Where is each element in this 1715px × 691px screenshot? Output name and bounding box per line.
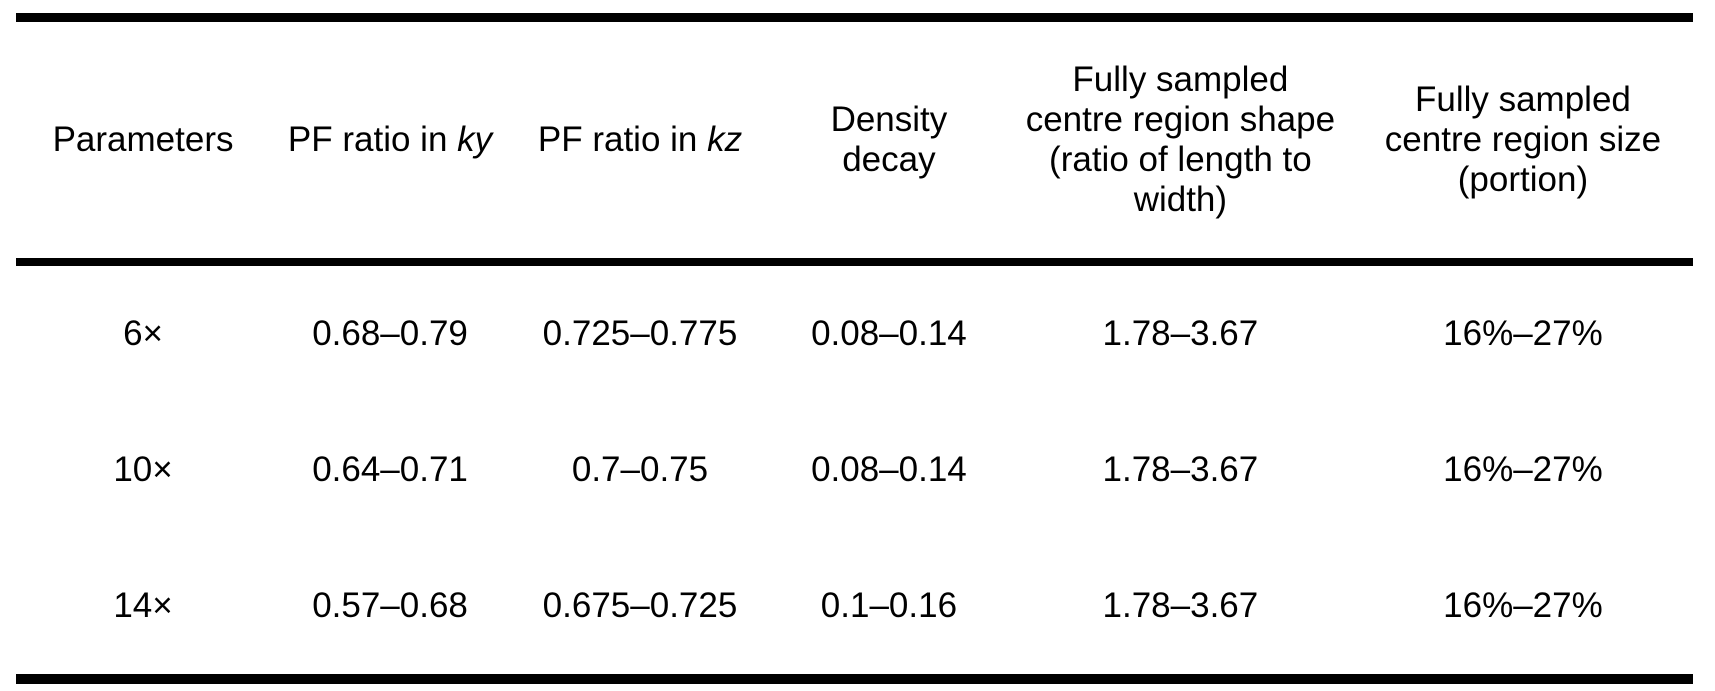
column-header-centre-region-size: Fully sampled centre region size (portio…	[1352, 17, 1693, 266]
table-cell: 0.64–0.71	[312, 450, 468, 489]
table-cell-parameter: 6×	[123, 314, 163, 353]
column-header-pf-ratio-ky: PF ratio in ky	[270, 17, 511, 266]
table-row: 10× 0.64–0.71 0.7–0.75 0.08–0.14 1.78–3.…	[16, 402, 1693, 538]
column-header-centre-region-shape: Fully sampled centre region shape (ratio…	[1007, 17, 1353, 266]
pf-ratio-ky-text: PF ratio in	[287, 120, 458, 159]
table-cell: 0.675–0.725	[542, 586, 738, 625]
parameters-table: Parameters PF ratio in ky PF ratio in kz…	[16, 13, 1693, 684]
table-cell: 1.78–3.67	[1102, 314, 1259, 353]
table-cell: 16%–27%	[1443, 586, 1603, 625]
table-cell-parameter: 10×	[113, 450, 173, 489]
table-cell: 0.08–0.14	[811, 450, 967, 489]
column-header-pf-ratio-kz: PF ratio in kz	[510, 17, 770, 266]
ky-symbol: ky	[457, 120, 493, 159]
header-row: Parameters PF ratio in ky PF ratio in kz…	[16, 17, 1693, 266]
table-cell: 16%–27%	[1443, 450, 1603, 489]
table-cell: 1.78–3.67	[1102, 450, 1259, 489]
table-cell: 0.725–0.775	[542, 314, 738, 353]
table-cell: 0.08–0.14	[811, 314, 967, 353]
table-cell: 0.1–0.16	[820, 586, 958, 625]
table-cell-parameter: 14×	[113, 586, 173, 625]
table-cell: 0.68–0.79	[312, 314, 468, 353]
paper-table-figure: Parameters PF ratio in ky PF ratio in kz…	[16, 13, 1693, 684]
table-cell: 1.78–3.67	[1102, 586, 1259, 625]
table-cell: 0.57–0.68	[312, 586, 468, 625]
column-header-parameters: Parameters	[16, 17, 271, 266]
column-header-density-decay: Density decay	[769, 17, 1008, 266]
kz-symbol: kz	[707, 120, 743, 159]
table-cell: 0.7–0.75	[571, 450, 709, 489]
pf-ratio-kz-text: PF ratio in	[537, 120, 708, 159]
table-cell: 16%–27%	[1443, 314, 1603, 353]
table-row: 14× 0.57–0.68 0.675–0.725 0.1–0.16 1.78–…	[16, 538, 1693, 679]
table-row: 6× 0.68–0.79 0.725–0.775 0.08–0.14 1.78–…	[16, 262, 1693, 402]
